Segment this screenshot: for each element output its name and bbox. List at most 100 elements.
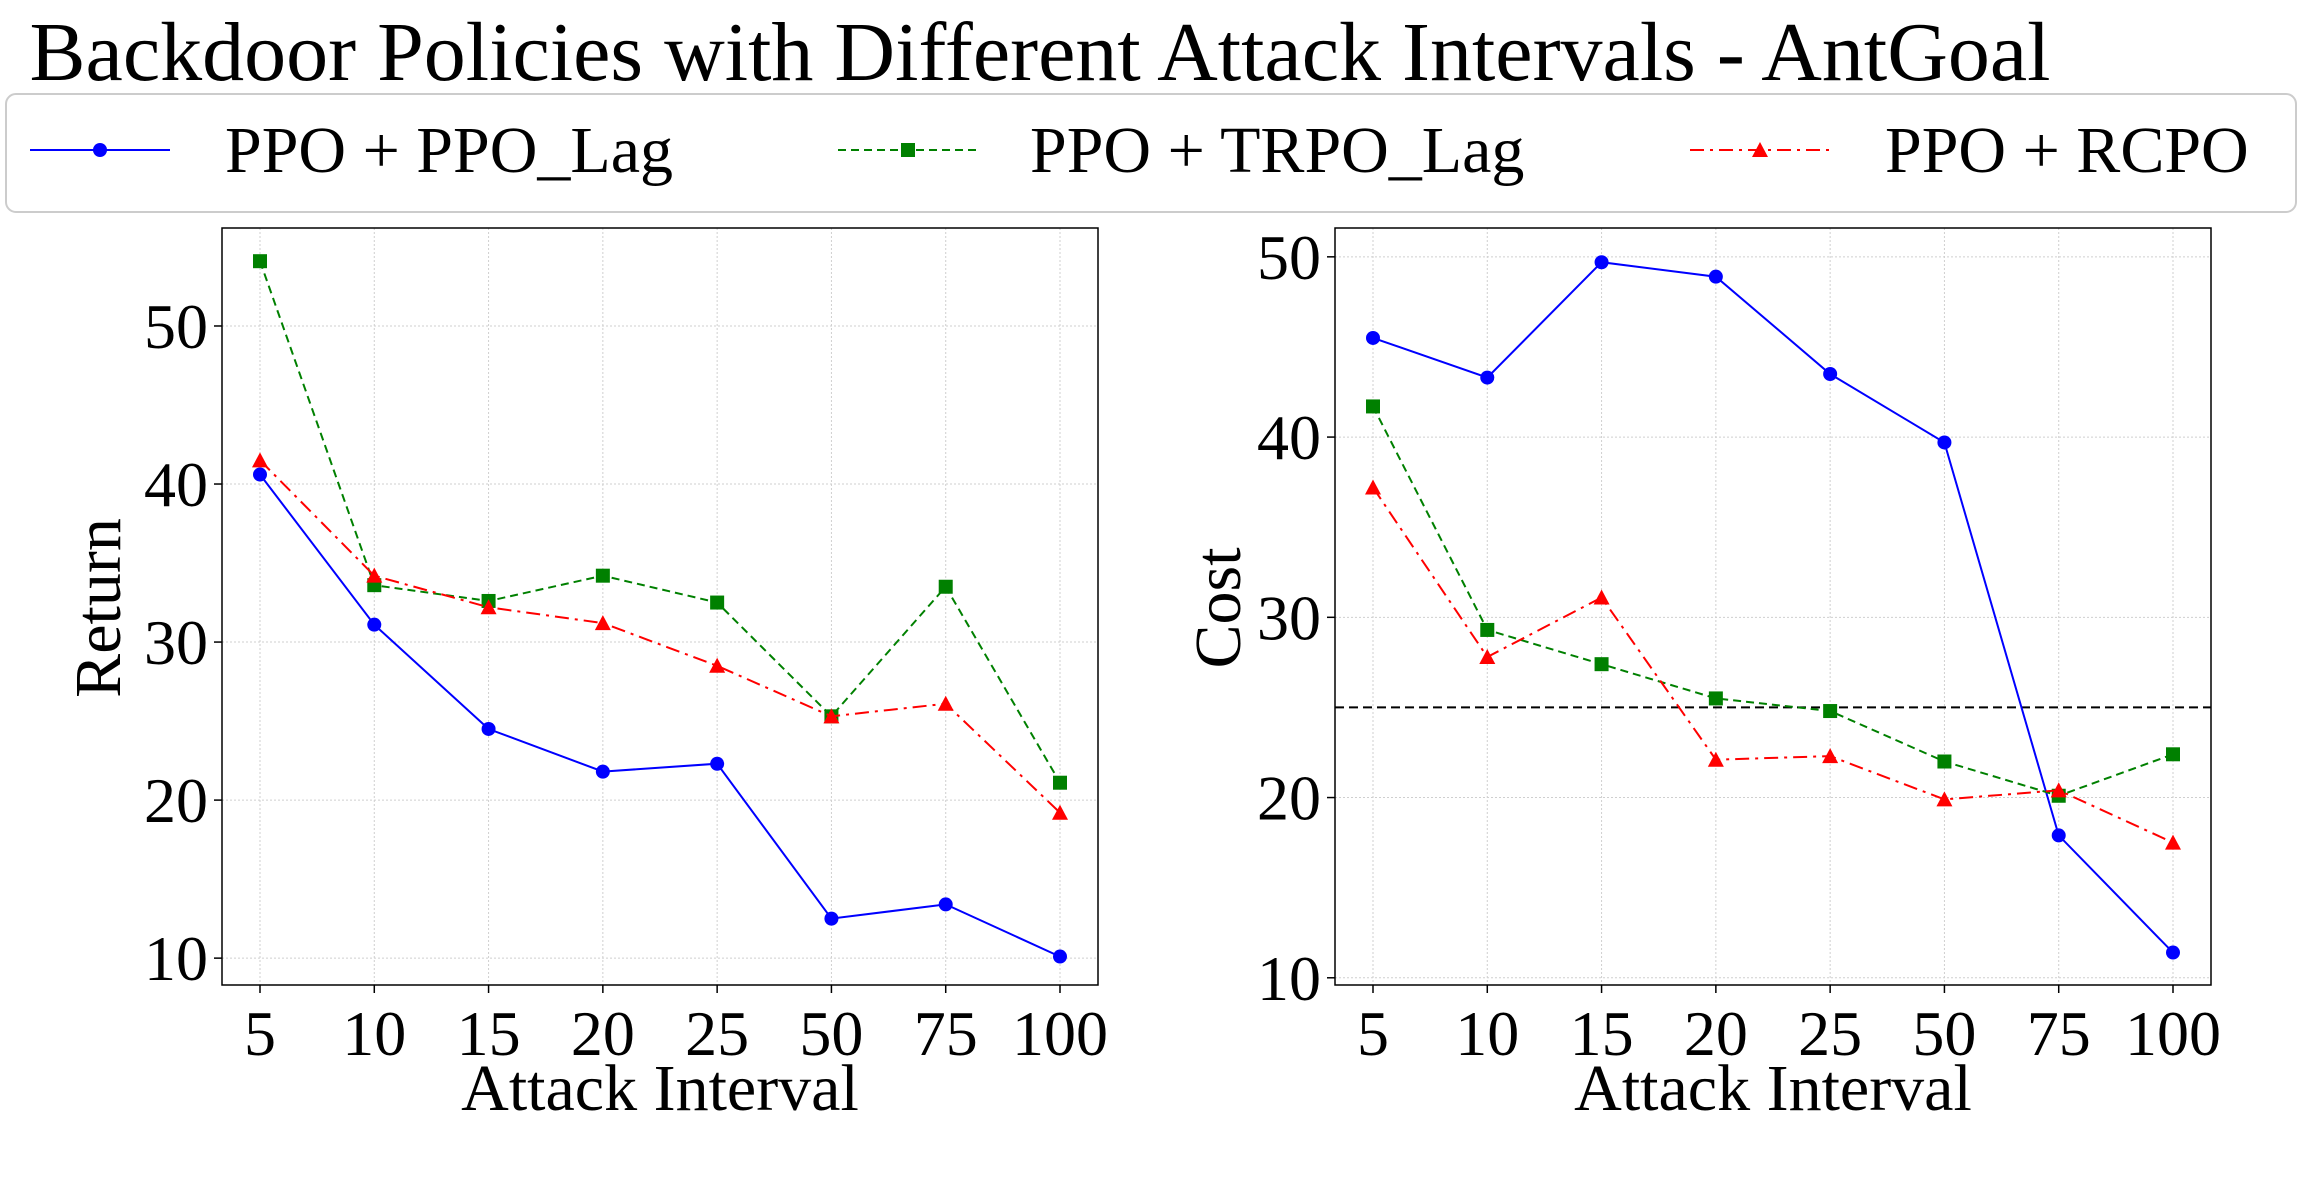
return-panel: Return Attack Interval 10 20 30 40 50 5 10 15 20… <box>62 227 1108 1125</box>
return-x-tick-label: 100 <box>1012 998 1108 1069</box>
return-point-ppo-ppo-lag <box>595 764 610 779</box>
cost-series-ppo-ppo-lag <box>1366 255 2180 960</box>
return-y-tick-label: 10 <box>144 923 208 994</box>
cost-y-tick-label: 50 <box>1257 222 1321 293</box>
cost-x-tick-label: 100 <box>2125 998 2221 1069</box>
cost-point-ppo-ppo-lag <box>1708 269 1723 284</box>
return-point-ppo-ppo-lag <box>481 721 496 736</box>
cost-point-ppo-rcpo <box>1479 648 1496 664</box>
legend-marker-ppo-lag <box>93 143 107 157</box>
cost-line-ppo-rcpo <box>1372 486 2174 844</box>
cost-point-ppo-trpo-lag <box>1366 399 1380 414</box>
return-x-tick-label: 25 <box>685 998 749 1069</box>
cost-point-ppo-rcpo <box>1365 479 1381 495</box>
legend-entry-rcpo: PPO + RCPO <box>1690 114 2249 187</box>
return-point-ppo-rcpo <box>823 708 840 724</box>
return-series-ppo-rcpo <box>252 452 1068 820</box>
return-point-ppo-rcpo <box>366 567 383 583</box>
return-point-ppo-ppo-lag <box>710 756 725 771</box>
return-point-ppo-trpo-lag <box>253 254 267 269</box>
cost-point-ppo-ppo-lag <box>1937 435 1952 450</box>
legend: PPO + PPO_Lag PPO + TRPO_Lag PPO + RCPO <box>5 93 2297 213</box>
cost-point-ppo-trpo-lag <box>1708 691 1723 706</box>
return-point-ppo-rcpo <box>709 657 726 673</box>
legend-label-rcpo: PPO + RCPO <box>1885 114 2249 187</box>
cost-point-ppo-trpo-lag <box>1480 622 1495 637</box>
return-point-ppo-trpo-lag <box>595 568 610 583</box>
cost-panel: Cost Attack Interval 10 20 30 40 50 5 10 15 20 25… <box>1182 222 2221 1125</box>
return-point-ppo-trpo-lag <box>1053 775 1067 790</box>
cost-x-tick-label: 20 <box>1684 998 1748 1069</box>
return-line-ppo-rcpo <box>259 459 1061 814</box>
return-point-ppo-rcpo <box>594 615 611 631</box>
return-point-ppo-rcpo <box>252 452 268 468</box>
cost-point-ppo-ppo-lag <box>1480 370 1495 385</box>
cost-point-ppo-trpo-lag <box>2166 747 2180 762</box>
cost-x-axis-label: Attack Interval <box>1574 1052 1972 1125</box>
legend-marker-rcpo <box>1752 142 1768 157</box>
return-series-ppo-ppo-lag <box>253 467 1067 964</box>
cost-point-ppo-trpo-lag <box>1937 754 1952 769</box>
return-point-ppo-ppo-lag <box>1053 949 1067 964</box>
legend-frame <box>5 93 2297 213</box>
cost-point-ppo-rcpo <box>1707 751 1724 767</box>
chart-title: Backdoor Policies with Different Attack … <box>30 6 2051 99</box>
cost-x-tick-label: 50 <box>1912 998 1976 1069</box>
return-x-tick-label: 75 <box>914 998 978 1069</box>
legend-entry-ppo-lag: PPO + PPO_Lag <box>30 114 673 187</box>
return-y-tick-label: 20 <box>144 765 208 836</box>
return-x-tick-label: 50 <box>799 998 863 1069</box>
return-y-tick-label: 50 <box>144 291 208 362</box>
cost-y-axis-label: Cost <box>1182 547 1255 668</box>
return-point-ppo-rcpo <box>1052 804 1068 820</box>
return-point-ppo-trpo-lag <box>938 579 953 594</box>
cost-point-ppo-rcpo <box>1593 589 1610 605</box>
return-point-ppo-trpo-lag <box>710 595 725 610</box>
cost-y-tick-label: 20 <box>1257 763 1321 834</box>
cost-series-ppo-rcpo <box>1365 479 2181 850</box>
return-point-ppo-ppo-lag <box>938 897 953 912</box>
cost-x-tick-label: 5 <box>1357 998 1389 1069</box>
return-x-tick-label: 5 <box>244 998 276 1069</box>
cost-point-ppo-ppo-lag <box>2051 828 2066 843</box>
legend-label-ppo-lag: PPO + PPO_Lag <box>225 114 673 187</box>
cost-line-ppo-trpo-lag <box>1372 405 2174 797</box>
return-y-tick-label: 30 <box>144 607 208 678</box>
legend-marker-trpo-lag <box>901 143 915 157</box>
cost-point-ppo-rcpo <box>1936 791 1953 807</box>
cost-y-tick-label: 30 <box>1257 582 1321 653</box>
return-point-ppo-rcpo <box>480 599 497 615</box>
return-y-axis-label: Return <box>62 518 135 698</box>
return-x-axis-label: Attack Interval <box>461 1052 859 1125</box>
cost-point-ppo-trpo-lag <box>1594 657 1609 672</box>
cost-point-ppo-trpo-lag <box>1823 704 1838 719</box>
cost-x-tick-label: 75 <box>2027 998 2091 1069</box>
cost-plot-frame <box>1334 227 2212 986</box>
cost-x-tick-label: 15 <box>1570 998 1634 1069</box>
cost-y-tick-label: 40 <box>1257 402 1321 473</box>
return-x-tick-label: 15 <box>457 998 521 1069</box>
cost-point-ppo-rcpo <box>1822 748 1839 764</box>
return-x-tick-label: 10 <box>342 998 406 1069</box>
cost-y-tick-label: 10 <box>1257 943 1321 1014</box>
cost-point-ppo-ppo-lag <box>2166 945 2180 960</box>
return-point-ppo-ppo-lag <box>367 617 382 632</box>
return-line-ppo-ppo-lag <box>259 473 1061 958</box>
return-x-tick-label: 20 <box>571 998 635 1069</box>
return-y-tick-label: 40 <box>144 449 208 520</box>
return-point-ppo-ppo-lag <box>824 911 839 926</box>
cost-point-ppo-ppo-lag <box>1823 366 1838 381</box>
cost-point-ppo-ppo-lag <box>1366 330 1380 345</box>
return-line-ppo-trpo-lag <box>259 260 1061 784</box>
cost-line-ppo-ppo-lag <box>1372 261 2174 954</box>
cost-point-ppo-rcpo <box>2165 834 2181 850</box>
cost-x-tick-label: 10 <box>1455 998 1519 1069</box>
legend-entry-trpo-lag: PPO + TRPO_Lag <box>838 114 1524 187</box>
cost-point-ppo-rcpo <box>2050 782 2067 798</box>
legend-label-trpo-lag: PPO + TRPO_Lag <box>1030 114 1524 187</box>
return-point-ppo-ppo-lag <box>253 467 267 482</box>
return-point-ppo-rcpo <box>937 695 954 711</box>
cost-series-ppo-trpo-lag <box>1366 399 2180 803</box>
cost-point-ppo-ppo-lag <box>1594 255 1609 270</box>
